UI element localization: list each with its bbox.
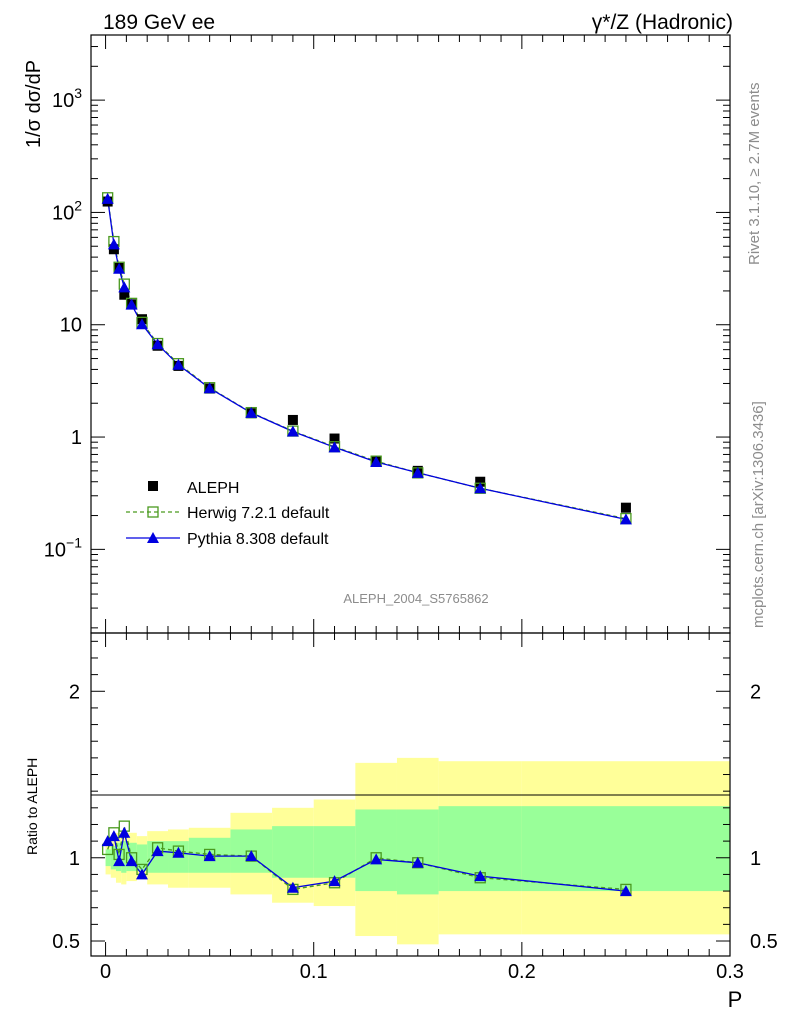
inner-band bbox=[396, 809, 439, 895]
main-plot-panel: 10−1 1 10 102 103 ALEPH Herwig 7.2.1 default… bbox=[44, 34, 731, 634]
x-tick-label: 0.2 bbox=[508, 961, 536, 983]
pythia-ratio-point bbox=[286, 881, 299, 893]
herwig-line bbox=[107, 197, 627, 520]
pythia-point bbox=[172, 358, 185, 370]
aleph-point bbox=[620, 502, 631, 513]
header-left: 189 GeV ee bbox=[103, 11, 215, 34]
legend-pythia-label: Pythia 8.308 default bbox=[187, 531, 329, 548]
pythia-line bbox=[107, 198, 627, 521]
pythia-point bbox=[370, 455, 383, 467]
top-y-axis-label: 1/σ dσ/dP bbox=[23, 60, 45, 148]
ratio-y-tick-label: 1 bbox=[69, 848, 80, 870]
pythia-point bbox=[619, 513, 632, 525]
aleph-point bbox=[475, 476, 486, 487]
pythia-point bbox=[118, 281, 131, 293]
ratio-plot-ticks: 0.5 0.5 1 1 2 2 0 0.1 0.2 0.3 bbox=[52, 633, 778, 983]
pythia-ratio-point bbox=[172, 846, 185, 858]
aleph-point bbox=[329, 433, 340, 444]
pythia-point bbox=[151, 338, 164, 350]
legend-herwig-label: Herwig 7.2.1 default bbox=[187, 505, 330, 522]
ratio-y-tick-label: 2 bbox=[69, 681, 80, 703]
mcplots-label: mcplots.cern.ch [arXiv:1306.3436] bbox=[750, 401, 767, 628]
legend-herwig-marker bbox=[147, 506, 159, 518]
pythia-ratio-point bbox=[118, 826, 131, 838]
ratio-y-tick-label: 0.5 bbox=[52, 931, 80, 953]
y-tick-label: 102 bbox=[52, 197, 82, 224]
pythia-point bbox=[245, 406, 258, 418]
header-right: γ*/Z (Hadronic) bbox=[592, 11, 733, 34]
pythia-point bbox=[101, 192, 114, 204]
ratio-y-tick-label-right: 1 bbox=[750, 848, 761, 870]
y-tick-label: 103 bbox=[52, 85, 82, 112]
y-tick-label: 1 bbox=[71, 427, 82, 449]
pythia-ratio-point bbox=[151, 845, 164, 857]
inner-band bbox=[521, 806, 730, 892]
pythia-point bbox=[286, 425, 299, 437]
ratio-plot-frame bbox=[90, 632, 731, 957]
pythia-point bbox=[328, 441, 341, 453]
pythia-ratio-point bbox=[113, 855, 126, 867]
ratio-plot-data bbox=[101, 820, 632, 897]
pythia-ratio-point bbox=[125, 855, 138, 867]
legend-aleph-marker bbox=[148, 481, 158, 491]
ratio-y-tick-label-right: 2 bbox=[750, 681, 761, 703]
pythia-point bbox=[411, 466, 424, 478]
inner-band bbox=[355, 809, 397, 892]
inner-band bbox=[136, 844, 148, 872]
pythia-ratio-point bbox=[474, 870, 487, 882]
main-plot-data bbox=[101, 192, 632, 525]
pythia-ratio-point bbox=[135, 868, 148, 880]
ratio-uncertainty-bands bbox=[105, 757, 730, 945]
legend-aleph-label: ALEPH bbox=[187, 480, 239, 497]
ratio-y-tick-label-right: 0.5 bbox=[750, 931, 778, 953]
x-axis-label: P bbox=[728, 987, 743, 1012]
pythia-ratio-point bbox=[370, 853, 383, 865]
pythia-point bbox=[474, 482, 487, 494]
y-tick-label: 10 bbox=[60, 315, 82, 337]
legend: ALEPH Herwig 7.2.1 default Pythia 8.308 … bbox=[126, 480, 330, 548]
analysis-watermark: ALEPH_2004_S5765862 bbox=[343, 591, 488, 606]
x-tick-label: 0.1 bbox=[300, 961, 328, 983]
pythia-ratio-point bbox=[411, 856, 424, 868]
aleph-point bbox=[287, 414, 298, 425]
aleph-point bbox=[119, 289, 130, 300]
main-plot-ticks: 10−1 1 10 102 103 bbox=[44, 35, 731, 633]
rivet-label: Rivet 3.1.10, ≥ 2.7M events bbox=[746, 83, 763, 266]
x-tick-label: 0 bbox=[100, 961, 111, 983]
pythia-point bbox=[125, 298, 138, 310]
x-tick-label: 0.3 bbox=[716, 961, 744, 983]
pythia-ratio-point bbox=[328, 875, 341, 887]
inner-band bbox=[272, 826, 314, 878]
herwig-ratio-line bbox=[107, 825, 626, 891]
ratio-y-axis-label: Ratio to ALEPH bbox=[24, 758, 40, 855]
inner-band bbox=[110, 846, 116, 870]
pythia-ratio-point bbox=[203, 850, 216, 862]
pythia-point bbox=[113, 262, 126, 274]
pythia-ratio-point bbox=[107, 830, 120, 842]
pythia-point bbox=[203, 382, 216, 394]
inner-band bbox=[313, 826, 356, 878]
legend-pythia-marker bbox=[147, 532, 159, 543]
pythia-point bbox=[135, 318, 148, 330]
pythia-ratio-point bbox=[245, 850, 258, 862]
pythia-ratio-line bbox=[107, 832, 626, 892]
y-tick-label: 10−1 bbox=[44, 534, 82, 561]
pythia-point bbox=[107, 238, 120, 250]
inner-band bbox=[105, 849, 111, 867]
pythia-ratio-point bbox=[101, 835, 114, 847]
pythia-ratio-point bbox=[619, 885, 632, 897]
ratio-plot-panel: 0.5 0.5 1 1 2 2 0 0.1 0.2 0.3 bbox=[52, 632, 778, 983]
